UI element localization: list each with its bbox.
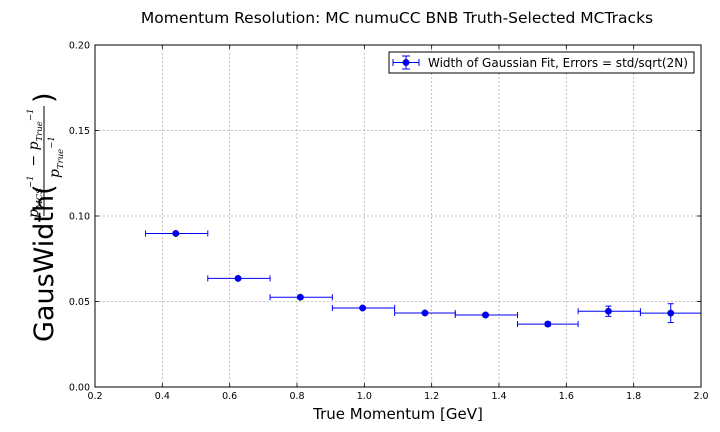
plot-area bbox=[95, 45, 701, 387]
data-point bbox=[331, 304, 396, 312]
data-marker bbox=[421, 309, 429, 317]
y-tick-label: 0.05 bbox=[69, 297, 90, 308]
x-tick-label: 2.0 bbox=[693, 391, 708, 402]
x-axis-label: True Momentum [GeV] bbox=[312, 405, 483, 423]
legend: Width of Gaussian Fit, Errors = std/sqrt… bbox=[388, 51, 695, 74]
y-label-denominator: pTrue−1 bbox=[47, 132, 66, 178]
data-point bbox=[454, 311, 519, 319]
y-axis-label-suffix: ) bbox=[29, 92, 60, 103]
x-tick-label: 1.4 bbox=[491, 391, 506, 402]
x-tick-label: 1.2 bbox=[424, 391, 439, 402]
data-marker bbox=[667, 309, 675, 317]
data-marker bbox=[172, 229, 180, 237]
plot-frame bbox=[94, 44, 702, 388]
data-point bbox=[145, 229, 209, 237]
data-point bbox=[577, 305, 641, 317]
ticks: 0.2 0.4 0.6 0.8 1.0 1.2 1.4 1.6 1.8 2.0 0.00 0.05 0.… bbox=[69, 41, 709, 403]
grid bbox=[95, 45, 701, 387]
data-marker bbox=[296, 293, 304, 301]
y-tick-label: 0.15 bbox=[69, 126, 90, 137]
x-tick-label: 0.6 bbox=[222, 391, 237, 402]
x-tick-label: 0.4 bbox=[155, 391, 170, 402]
y-label-numerator: pMCS−1 − pTrue−1 bbox=[26, 109, 45, 218]
x-tick-label: 0.2 bbox=[87, 391, 102, 402]
chart-title: Momentum Resolution: MC numuCC BNB Truth… bbox=[141, 9, 653, 27]
legend-label: Width of Gaussian Fit, Errors = std/sqrt… bbox=[428, 56, 688, 70]
data-marker bbox=[359, 304, 367, 312]
data-marker bbox=[544, 320, 552, 328]
data-point bbox=[517, 320, 579, 328]
data-marker bbox=[234, 274, 242, 282]
data-marker bbox=[482, 311, 489, 319]
x-tick-label: 1.0 bbox=[357, 391, 372, 402]
data-marker bbox=[604, 307, 612, 315]
y-tick-label: 0.10 bbox=[69, 212, 90, 223]
data-point bbox=[207, 274, 271, 282]
y-tick-label: 0.00 bbox=[69, 383, 90, 394]
x-tick-label: 1.6 bbox=[559, 391, 574, 402]
data-point bbox=[269, 293, 333, 301]
x-tick-label: 0.8 bbox=[289, 391, 304, 402]
x-tick-label: 1.8 bbox=[626, 391, 641, 402]
legend-marker bbox=[392, 55, 420, 70]
y-tick-label: 0.20 bbox=[69, 41, 90, 52]
legend-box bbox=[388, 51, 695, 74]
